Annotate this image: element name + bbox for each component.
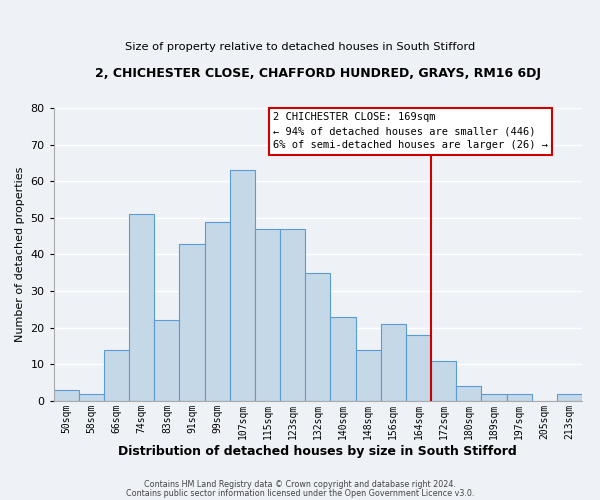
Y-axis label: Number of detached properties: Number of detached properties [15, 167, 25, 342]
Text: Size of property relative to detached houses in South Stifford: Size of property relative to detached ho… [125, 42, 475, 52]
Bar [205, 222, 230, 401]
Bar [255, 229, 280, 401]
Bar [179, 244, 205, 401]
Bar [54, 390, 79, 401]
Bar [381, 324, 406, 401]
Bar [230, 170, 255, 401]
Bar [557, 394, 582, 401]
Text: Contains public sector information licensed under the Open Government Licence v3: Contains public sector information licen… [126, 488, 474, 498]
Bar [280, 229, 305, 401]
Bar [129, 214, 154, 401]
Text: Contains HM Land Registry data © Crown copyright and database right 2024.: Contains HM Land Registry data © Crown c… [144, 480, 456, 489]
Bar [406, 335, 431, 401]
Text: 2 CHICHESTER CLOSE: 169sqm
← 94% of detached houses are smaller (446)
6% of semi: 2 CHICHESTER CLOSE: 169sqm ← 94% of deta… [273, 112, 548, 150]
Title: 2, CHICHESTER CLOSE, CHAFFORD HUNDRED, GRAYS, RM16 6DJ: 2, CHICHESTER CLOSE, CHAFFORD HUNDRED, G… [95, 68, 541, 80]
Bar [456, 386, 481, 401]
Bar [431, 360, 456, 401]
Bar [79, 394, 104, 401]
Bar [305, 273, 331, 401]
X-axis label: Distribution of detached houses by size in South Stifford: Distribution of detached houses by size … [118, 444, 517, 458]
Bar [506, 394, 532, 401]
Bar [481, 394, 506, 401]
Bar [331, 316, 356, 401]
Bar [154, 320, 179, 401]
Bar [356, 350, 381, 401]
Bar [104, 350, 129, 401]
